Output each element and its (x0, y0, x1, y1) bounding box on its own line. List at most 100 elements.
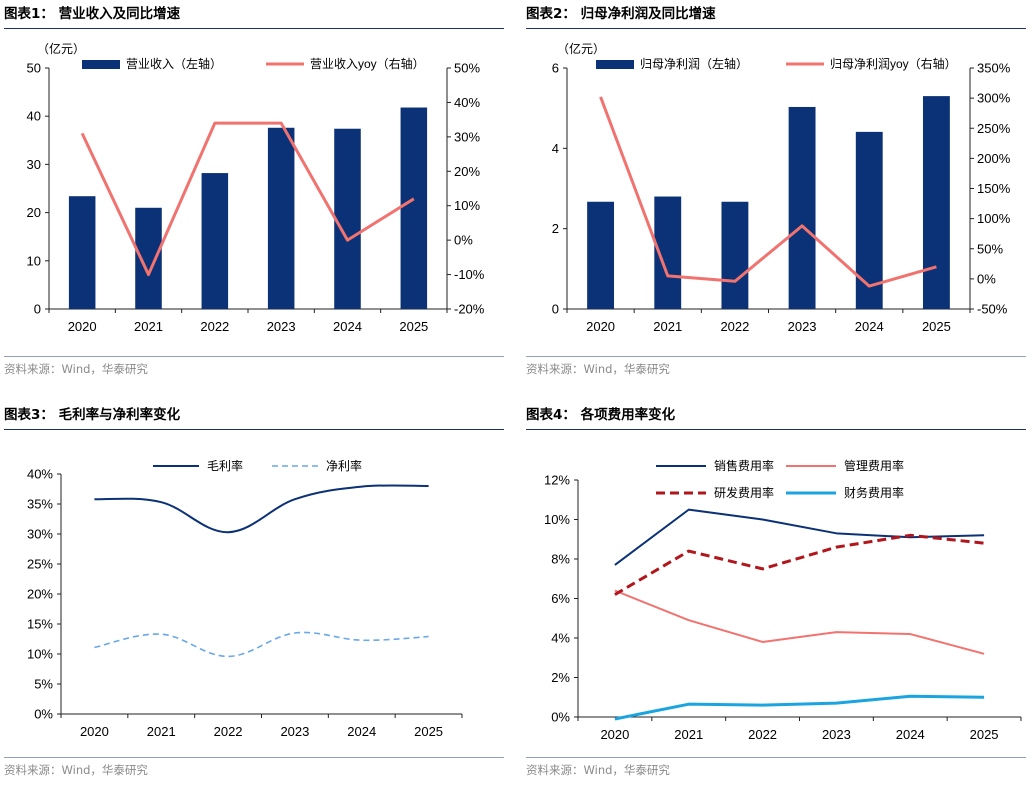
y-tick-label-left: 10 (27, 253, 41, 268)
x-tick-label: 2023 (267, 319, 296, 334)
x-tick-label: 2025 (922, 319, 951, 334)
bar-2023 (789, 107, 816, 309)
x-tick-label: 2021 (653, 319, 682, 334)
x-tick-label: 2020 (586, 319, 615, 334)
chart-title: 图表4： 各项费用率变化 (526, 404, 1026, 426)
series-line-1 (94, 485, 428, 532)
legend-label: 归母净利润（左轴） (640, 56, 748, 71)
bar-2023 (268, 128, 295, 309)
series-line-3 (615, 535, 984, 594)
source-note: 资料来源：Wind，华泰研究 (526, 762, 670, 778)
series-line-2 (615, 591, 984, 654)
bar-2022 (721, 202, 748, 309)
chart-title: 图表3： 毛利率与净利率变化 (4, 404, 504, 426)
y-tick-label-left: 2 (552, 221, 559, 236)
x-tick-label: 2020 (80, 724, 109, 739)
y-tick-label: 0% (34, 707, 53, 722)
legend-label: 管理费用率 (844, 458, 904, 473)
x-tick-label: 2022 (214, 724, 243, 739)
source-note: 资料来源：Wind，华泰研究 (526, 361, 670, 377)
x-tick-label: 2024 (896, 727, 925, 742)
title-divider (4, 28, 504, 29)
x-tick-label: 2020 (600, 727, 629, 742)
y-tick-label-right: -20% (454, 302, 485, 317)
legend-swatch-bar (596, 60, 634, 69)
y-tick-label-left: 6 (552, 61, 559, 76)
y-tick-label: 2% (551, 670, 570, 685)
x-tick-label: 2022 (748, 727, 777, 742)
y-tick-label-right: 40% (454, 95, 480, 110)
y-tick-label: 4% (551, 631, 570, 646)
x-tick-label: 2022 (720, 319, 749, 334)
y-tick-label-right: 350% (977, 61, 1011, 76)
legend-label: 财务费用率 (844, 485, 904, 500)
series-line-2 (94, 632, 428, 656)
x-tick-label: 2021 (674, 727, 703, 742)
y-tick-label-right: 20% (454, 164, 480, 179)
y-tick-label: 10% (27, 647, 53, 662)
x-tick-label: 2024 (333, 319, 362, 334)
x-tick-label: 2025 (414, 724, 443, 739)
y-tick-label-left: 0 (34, 302, 41, 317)
y-tick-label-left: 30 (27, 157, 41, 172)
y-tick-label: 25% (27, 557, 53, 572)
source-divider (526, 757, 1026, 758)
legend-label: 销售费用率 (714, 458, 774, 473)
bar-2020 (69, 196, 96, 309)
x-tick-label: 2024 (855, 319, 884, 334)
y-tick-label: 8% (551, 552, 570, 567)
revenue-chart: （亿元）01020304050-20%-10%0%10%20%30%40%50%… (4, 31, 504, 353)
title-divider (526, 429, 1026, 430)
y-tick-label: 30% (27, 527, 53, 542)
legend-label: 研发费用率 (714, 485, 774, 500)
series-line-4 (615, 696, 984, 719)
source-note: 资料来源：Wind，华泰研究 (4, 361, 148, 377)
legend-label: 净利率 (326, 458, 362, 473)
chart-title: 图表1： 营业收入及同比增速 (4, 3, 504, 25)
y-tick-label: 5% (34, 677, 53, 692)
title-divider (4, 429, 504, 430)
legend-swatch-bar (82, 60, 120, 69)
y-tick-label-right: 50% (454, 61, 480, 76)
yoy-line (82, 123, 414, 274)
y-tick-label-left: 40 (27, 109, 41, 124)
y-tick-label-right: -10% (454, 267, 485, 282)
y-tick-label-right: 150% (977, 181, 1011, 196)
legend-label: 营业收入（左轴） (126, 56, 222, 71)
bar-2024 (334, 129, 361, 309)
y-tick-label: 6% (551, 591, 570, 606)
y-tick-label-right: 50% (977, 241, 1003, 256)
x-tick-label: 2023 (822, 727, 851, 742)
legend-label: 营业收入yoy（右轴） (310, 56, 425, 71)
y-tick-label: 20% (27, 587, 53, 602)
y-tick-label: 15% (27, 617, 53, 632)
title-divider (526, 28, 1026, 29)
y-tick-label-left: 0 (552, 302, 559, 317)
bar-2021 (135, 208, 162, 309)
x-tick-label: 2022 (200, 319, 229, 334)
bar-2020 (587, 202, 614, 309)
bar-2022 (202, 173, 229, 309)
chart-title: 图表2： 归母净利润及同比增速 (526, 3, 1026, 25)
x-tick-label: 2025 (399, 319, 428, 334)
source-divider (4, 356, 504, 357)
legend-label: 毛利率 (207, 458, 243, 473)
x-tick-label: 2025 (970, 727, 999, 742)
unit-label: （亿元） (557, 41, 605, 56)
net-profit-chart: （亿元）0246-50%0%50%100%150%200%250%300%350… (526, 31, 1026, 353)
source-divider (526, 356, 1026, 357)
x-tick-label: 2020 (68, 319, 97, 334)
y-tick-label-left: 4 (552, 141, 559, 156)
y-tick-label-right: 100% (977, 211, 1011, 226)
y-tick-label: 12% (544, 473, 570, 488)
y-tick-label: 10% (544, 512, 570, 527)
y-tick-label: 35% (27, 497, 53, 512)
y-tick-label-left: 50 (27, 61, 41, 76)
x-tick-label: 2024 (347, 724, 376, 739)
y-tick-label-right: 200% (977, 151, 1011, 166)
y-tick-label-left: 20 (27, 205, 41, 220)
bar-2025 (401, 108, 428, 309)
